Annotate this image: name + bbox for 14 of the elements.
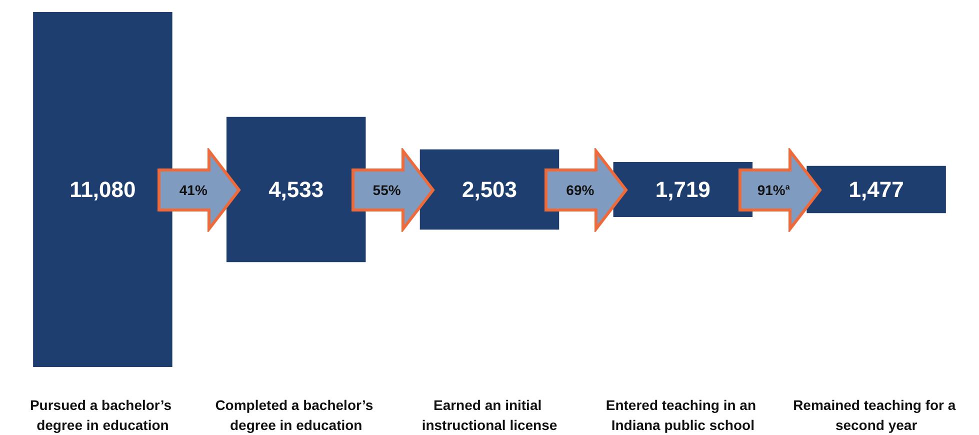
text: 69% xyxy=(566,182,594,198)
data-label: 1,719 xyxy=(655,177,710,202)
data-label: 11,080 xyxy=(70,177,136,202)
data-label: 1,477 xyxy=(848,177,904,202)
category-label: Completed a bachelor’s degree in education xyxy=(215,397,378,433)
text: 41% xyxy=(179,182,208,198)
data-label: 4,533 xyxy=(268,177,324,202)
text: 91%$^{a}$ xyxy=(757,182,790,198)
category-label: Pursued a bachelor’s degree in education xyxy=(30,397,176,433)
category-label: Remained teaching for a second year xyxy=(793,397,960,433)
text: 55% xyxy=(372,182,401,198)
category-label: Earned an initial instructional license xyxy=(422,397,558,433)
data-label: 2,503 xyxy=(462,177,518,202)
category-label: Entered teaching in an Indiana public school xyxy=(606,397,760,433)
